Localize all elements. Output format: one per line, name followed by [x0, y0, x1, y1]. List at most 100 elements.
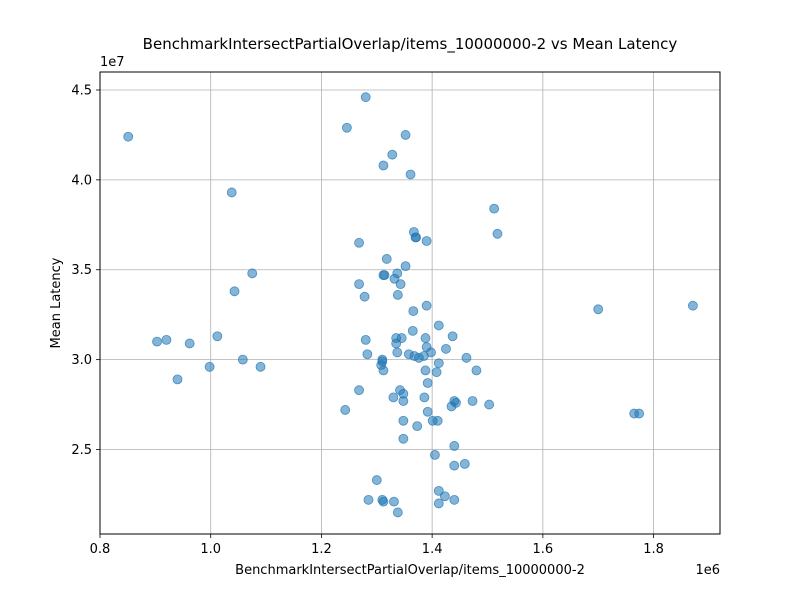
data-point	[439, 491, 450, 502]
x-tick-label: 1.6	[533, 542, 554, 557]
data-point	[459, 458, 470, 469]
data-point	[405, 169, 416, 180]
data-point	[226, 187, 237, 198]
x-tick-label: 1.2	[311, 542, 332, 557]
data-point	[360, 92, 371, 103]
data-point	[422, 378, 433, 388]
data-point	[378, 496, 389, 507]
data-point	[354, 385, 364, 396]
data-point	[152, 336, 162, 347]
data-point	[411, 232, 421, 243]
data-point	[449, 441, 460, 451]
data-point	[433, 498, 444, 509]
data-point	[237, 354, 248, 365]
data-point	[408, 306, 419, 316]
plot-area	[100, 72, 720, 534]
chart-title: BenchmarkIntersectPartialOverlap/items_1…	[143, 35, 678, 54]
data-point	[449, 494, 460, 505]
data-point	[387, 149, 398, 160]
data-point	[421, 300, 432, 311]
data-point	[341, 122, 352, 133]
x-axis-ticks: 0.8 1.0 1.2 1.4 1.6 1.8	[90, 534, 664, 557]
data-point	[430, 450, 440, 460]
data-point	[161, 334, 172, 345]
y-axis-ticks: 2.5 3.0 3.5 4.0 4.5	[71, 83, 100, 458]
data-point	[378, 365, 389, 376]
data-point	[229, 286, 240, 297]
data-point	[255, 361, 266, 372]
data-point	[449, 460, 460, 471]
y-tick-label: 3.0	[71, 353, 92, 368]
data-point	[123, 131, 134, 142]
data-point	[389, 273, 400, 284]
data-point	[371, 475, 382, 485]
data-point	[388, 392, 399, 403]
data-point	[433, 358, 444, 369]
x-axis-multiplier: 1e6	[695, 563, 720, 578]
data-point	[354, 237, 364, 248]
data-point	[687, 300, 698, 311]
data-point	[461, 352, 472, 363]
data-point	[492, 228, 503, 239]
data-point	[204, 361, 215, 372]
x-tick-label: 1.0	[200, 542, 221, 557]
data-point	[433, 320, 444, 331]
data-point	[433, 485, 444, 496]
data-point	[471, 365, 482, 376]
data-point	[419, 392, 430, 403]
data-point	[398, 396, 409, 406]
y-axis-multiplier: 1e7	[100, 55, 125, 70]
data-points	[123, 92, 698, 518]
data-point	[379, 270, 390, 281]
data-point	[381, 254, 392, 264]
data-point	[340, 405, 351, 415]
plot-frame	[99, 71, 721, 535]
data-point	[360, 334, 371, 345]
data-point	[398, 415, 409, 426]
data-point	[392, 290, 403, 300]
data-point	[398, 433, 409, 444]
y-tick-label: 4.0	[71, 173, 92, 188]
data-point	[467, 396, 478, 406]
data-point	[363, 494, 374, 505]
data-point	[593, 304, 604, 315]
data-point	[420, 333, 431, 343]
data-point	[392, 347, 403, 358]
data-point	[184, 338, 195, 349]
data-point	[395, 279, 406, 290]
grid-lines	[99, 72, 720, 534]
data-point	[359, 291, 370, 302]
data-point	[420, 365, 431, 376]
data-point	[400, 130, 411, 140]
data-point	[354, 279, 364, 290]
data-point	[432, 415, 443, 426]
data-point	[378, 160, 389, 171]
data-point	[634, 408, 645, 419]
x-tick-label: 1.4	[422, 542, 443, 557]
data-point	[489, 203, 500, 214]
data-point	[484, 399, 495, 410]
y-tick-label: 3.5	[71, 263, 92, 278]
data-point	[172, 374, 183, 385]
data-point	[392, 507, 403, 518]
y-tick-label: 2.5	[71, 443, 92, 458]
data-point	[212, 331, 223, 342]
data-point	[441, 343, 451, 354]
x-axis-label: BenchmarkIntersectPartialOverlap/items_1…	[235, 563, 585, 578]
data-point	[407, 325, 418, 336]
data-point	[413, 352, 424, 363]
data-point	[421, 236, 432, 246]
data-point	[362, 349, 373, 360]
data-point	[446, 401, 457, 412]
y-tick-label: 4.5	[71, 83, 92, 98]
data-point	[431, 367, 442, 378]
y-axis-label: Mean Latency	[49, 257, 64, 348]
x-tick-label: 1.8	[643, 542, 664, 557]
data-point	[422, 406, 433, 417]
x-tick-label: 0.8	[90, 542, 111, 557]
data-point	[391, 338, 402, 349]
data-point	[247, 268, 258, 279]
data-point	[389, 496, 399, 507]
data-point	[447, 331, 458, 342]
